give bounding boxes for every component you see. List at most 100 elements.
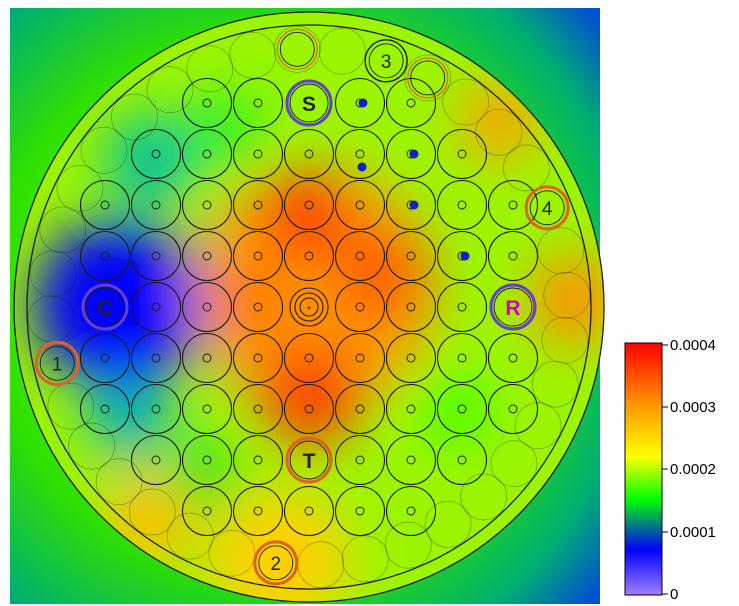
fuel-element (181, 128, 233, 180)
reflector-element (543, 271, 591, 319)
reflector-element (186, 45, 234, 93)
fuel-element (487, 383, 539, 435)
blue-dot (409, 200, 419, 210)
fuel-element (181, 383, 233, 435)
fuel-element (232, 434, 284, 486)
reflector-element (537, 227, 585, 274)
fuel-element (385, 281, 437, 333)
fuel-element (334, 383, 386, 435)
fuel-element (79, 230, 131, 282)
reflector-element (166, 512, 214, 560)
fuel-assemblies (79, 77, 539, 537)
fuel-element (487, 332, 539, 384)
fuel-element (232, 77, 284, 129)
fuel-element (79, 383, 131, 435)
reflector-element (514, 402, 562, 450)
fuel-element (283, 128, 335, 180)
fuel-element (232, 128, 284, 180)
special-position-c: C (81, 283, 129, 331)
reflector-element (229, 31, 276, 79)
fuel-element (436, 332, 488, 384)
fuel-element (334, 485, 386, 537)
fuel-element (436, 128, 488, 180)
special-position-t: T (285, 436, 333, 484)
vessel-outline (13, 11, 605, 603)
fuel-element (334, 128, 386, 180)
labeled-positions: S C R T 3 4 2 1 (34, 39, 570, 586)
fuel-element (436, 281, 488, 333)
reflector-element (460, 473, 507, 521)
svg-text:+: + (306, 303, 311, 313)
special-position-1: 1 (34, 340, 80, 386)
fuel-element (181, 281, 233, 333)
reflector-element (384, 521, 432, 569)
blue-dot (357, 162, 367, 172)
reflector-element (531, 360, 579, 408)
blue-dot (358, 98, 368, 108)
reflector-element (424, 501, 472, 548)
fuel-element (232, 230, 284, 282)
reflector-element (541, 316, 589, 364)
reflector-element (404, 54, 452, 102)
fuel-element (385, 434, 437, 486)
fuel-element (385, 383, 437, 435)
fuel-element (181, 434, 233, 486)
fuel-element (334, 281, 386, 333)
special-position-4: 4 (524, 185, 570, 231)
blue-dot (409, 149, 419, 159)
reflector-element (475, 109, 523, 156)
special-position-2: 2 (253, 540, 299, 586)
fuel-element (334, 230, 386, 282)
fuel-element (232, 281, 284, 333)
blue-markers (357, 98, 470, 261)
fuel-element (487, 179, 539, 231)
reflector-element (273, 25, 321, 73)
fuel-element (79, 179, 131, 231)
fuel-element (436, 434, 488, 486)
reflector-element (29, 250, 77, 298)
position-label: 2 (271, 554, 282, 575)
reflector-element (95, 458, 143, 505)
fuel-element (436, 383, 488, 435)
special-position-s: S (285, 79, 333, 127)
fuel-element (334, 332, 386, 384)
fuel-element (232, 332, 284, 384)
position-label: C (97, 297, 112, 320)
fuel-element (283, 485, 335, 537)
fuel-element (130, 332, 182, 384)
reflector-element (503, 144, 550, 192)
fuel-element (385, 332, 437, 384)
fuel-element (181, 332, 233, 384)
reflector-element (80, 127, 128, 174)
fuel-element (232, 179, 284, 231)
reflector-positions (27, 25, 591, 589)
special-position-3: 3 (364, 39, 408, 83)
reflector-element (442, 78, 489, 126)
reflector-element (208, 529, 256, 577)
fuel-element (283, 383, 335, 435)
reflector-element (111, 93, 158, 141)
fuel-element (283, 230, 335, 282)
position-label: S (302, 93, 316, 116)
reflector-element (68, 422, 115, 470)
fuel-element (181, 179, 233, 231)
fuel-element (232, 485, 284, 537)
fuel-element (130, 230, 182, 282)
fuel-element (385, 485, 437, 537)
reflector-element (342, 535, 389, 583)
central-thimble: + (289, 287, 329, 327)
fuel-element (334, 179, 386, 231)
reflector-element (47, 382, 95, 430)
fuel-element (181, 230, 233, 282)
fuel-element (334, 434, 386, 486)
reflector-element (39, 206, 87, 254)
fuel-element (130, 179, 182, 231)
blue-dot (460, 251, 470, 261)
reflector-element (146, 66, 194, 113)
fuel-element (232, 383, 284, 435)
position-label: 4 (542, 199, 553, 220)
fuel-element (385, 230, 437, 282)
fuel-element (283, 179, 335, 231)
reflector-element (129, 488, 176, 536)
